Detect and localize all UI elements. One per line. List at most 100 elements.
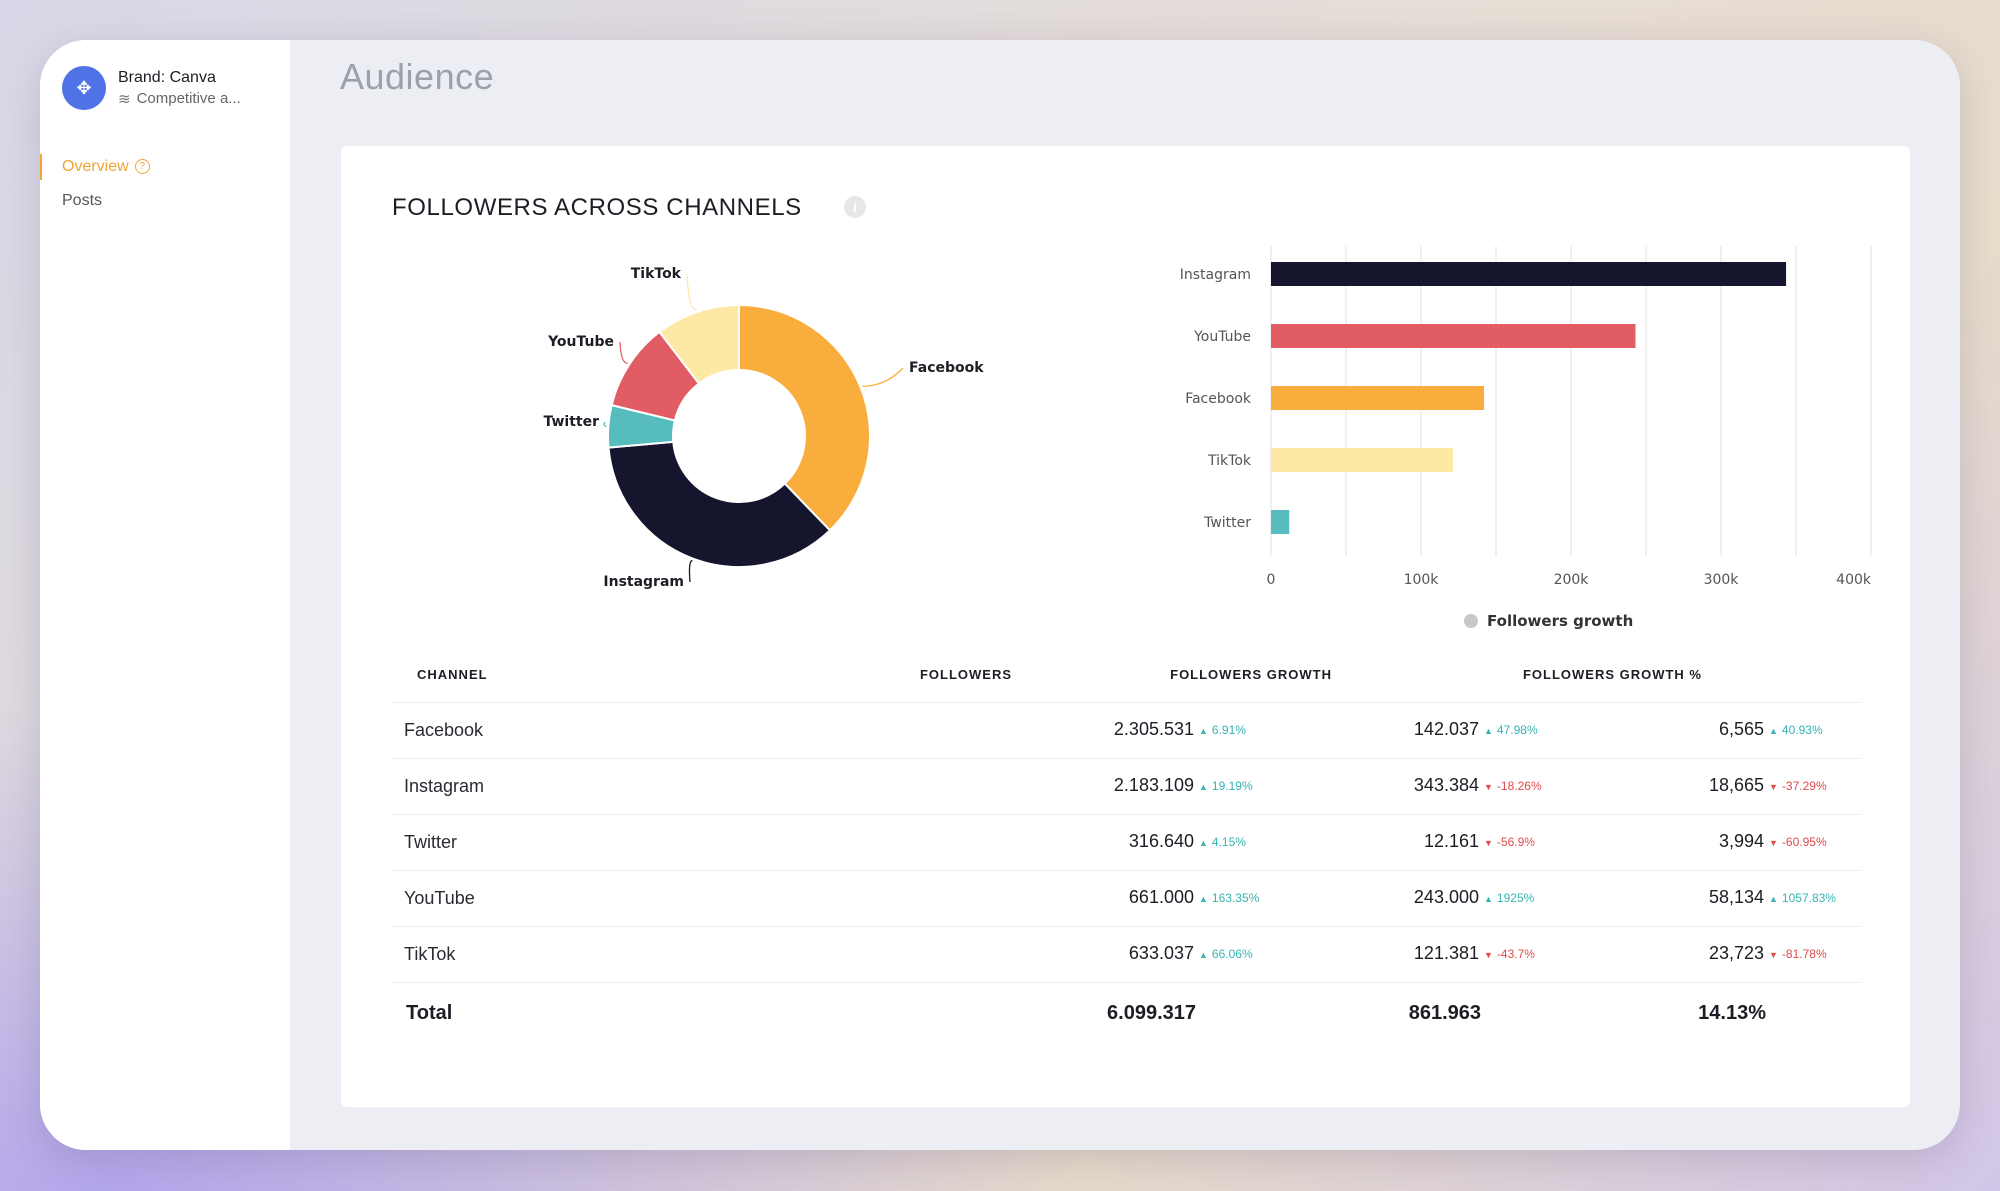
bar-twitter[interactable] bbox=[1271, 510, 1290, 534]
growth-pct-value: 23,723 bbox=[1708, 943, 1764, 963]
growth-pct-delta: ▼ -37.29% bbox=[1769, 779, 1827, 793]
bar-label-youtube: YouTube bbox=[1193, 329, 1251, 345]
x-tick-label: 300k bbox=[1704, 572, 1740, 588]
donut-leader-line bbox=[603, 421, 607, 427]
growth-value: 142.037 bbox=[1413, 719, 1479, 739]
table-header: CHANNEL FOLLOWERS FOLLOWERS GROWTH FOLLO… bbox=[392, 646, 1862, 703]
donut-slice-facebook[interactable] bbox=[738, 303, 871, 532]
total-growth: 861.963 bbox=[1408, 1001, 1481, 1024]
delta-text: 4.15% bbox=[1211, 835, 1246, 849]
followers-value: 2.305.531 bbox=[1113, 719, 1194, 739]
delta-text: 19.19% bbox=[1211, 779, 1253, 793]
growth-pct-delta: ▼ -60.95% bbox=[1769, 835, 1827, 849]
sidebar-item-label: Overview bbox=[62, 158, 129, 175]
header-followers-growth-pct: FOLLOWERS GROWTH % bbox=[1522, 666, 1702, 682]
delta-text: 163.35% bbox=[1211, 891, 1260, 905]
bar-youtube[interactable] bbox=[1271, 324, 1636, 348]
growth-delta: ▼ -56.9% bbox=[1484, 835, 1535, 849]
donut-leader-line bbox=[619, 341, 628, 364]
arrow-down-icon: ▼ bbox=[1484, 838, 1493, 848]
bar-label-instagram: Instagram bbox=[1180, 267, 1251, 283]
total-followers: 6.099.317 bbox=[1107, 1001, 1196, 1024]
bar-instagram[interactable] bbox=[1271, 262, 1787, 286]
table-row: Facebook 2.305.531 ▲ 6.91% 142.037 ▲ 47.98% 6,5… bbox=[392, 703, 1862, 759]
channel-name: Facebook bbox=[404, 720, 484, 740]
table-total-row: Total 6.099.317 861.963 14.13% bbox=[392, 983, 1862, 1043]
delta-text: 40.93% bbox=[1781, 723, 1823, 737]
growth-pct-value: 58,134 bbox=[1708, 887, 1764, 907]
arrow-down-icon: ▼ bbox=[1769, 838, 1778, 848]
growth-delta: ▲ 1925% bbox=[1484, 891, 1534, 905]
growth-value: 243.000 bbox=[1413, 887, 1479, 907]
brand-subtitle: ≋ Competitive a... bbox=[118, 90, 241, 108]
delta-text: -81.78% bbox=[1781, 947, 1827, 961]
layers-icon: ≋ bbox=[118, 90, 131, 108]
donut-slice-tiktok[interactable] bbox=[658, 303, 740, 385]
bar-label-twitter: Twitter bbox=[1203, 515, 1251, 531]
bar-tiktok[interactable] bbox=[1271, 448, 1454, 472]
delta-text: 47.98% bbox=[1496, 723, 1538, 737]
arrow-down-icon: ▼ bbox=[1769, 782, 1778, 792]
brand-subtitle-text: Competitive a... bbox=[136, 90, 241, 107]
followers-card: FOLLOWERS ACROSS CHANNELS i Facebook Inst… bbox=[341, 146, 1910, 1107]
channels-table: CHANNEL FOLLOWERS FOLLOWERS GROWTH FOLLO… bbox=[392, 646, 1862, 1043]
arrow-up-icon: ▲ bbox=[1199, 838, 1208, 848]
header-channel: CHANNEL bbox=[417, 666, 488, 682]
table-body: Facebook 2.305.531 ▲ 6.91% 142.037 ▲ 47.98% 6,5… bbox=[392, 703, 1862, 983]
arrow-up-icon: ▲ bbox=[1199, 894, 1208, 904]
donut-hole bbox=[674, 371, 804, 501]
legend-marker bbox=[1464, 614, 1478, 628]
donut-leader-line bbox=[862, 367, 904, 387]
delta-text: 1057.83% bbox=[1781, 891, 1836, 905]
brand-name: Brand: Canva bbox=[118, 68, 216, 86]
sidebar-item-posts[interactable]: Posts bbox=[62, 192, 102, 210]
growth-delta: ▼ -43.7% bbox=[1484, 947, 1535, 961]
brand-switcher[interactable]: ✥ Brand: Canva ≋ Competitive a... bbox=[62, 66, 241, 110]
growth-pct-value: 6,565 bbox=[1718, 719, 1764, 739]
bar-facebook[interactable] bbox=[1271, 386, 1485, 410]
growth-pct-delta: ▲ 40.93% bbox=[1769, 723, 1823, 737]
followers-value: 316.640 bbox=[1128, 831, 1194, 851]
arrow-up-icon: ▲ bbox=[1199, 726, 1208, 736]
x-tick-label: 400k bbox=[1836, 572, 1872, 588]
growth-pct-value: 3,994 bbox=[1718, 831, 1764, 851]
sidebar-item-overview[interactable]: Overview? bbox=[40, 154, 150, 180]
info-icon[interactable]: i bbox=[844, 196, 866, 218]
help-icon[interactable]: ? bbox=[134, 159, 150, 175]
growth-pct-delta: ▼ -81.78% bbox=[1769, 947, 1827, 961]
donut-leader-line bbox=[686, 273, 697, 311]
header-followers: FOLLOWERS bbox=[919, 666, 1012, 682]
arrow-up-icon: ▲ bbox=[1769, 894, 1778, 904]
delta-text: 66.06% bbox=[1211, 947, 1253, 961]
bar-label-facebook: Facebook bbox=[1185, 391, 1252, 407]
channel-name: Twitter bbox=[404, 832, 458, 852]
sidebar: ✥ Brand: Canva ≋ Competitive a... Overvi… bbox=[40, 40, 290, 1150]
donut-label-tiktok: TikTok bbox=[631, 266, 682, 282]
arrow-down-icon: ▼ bbox=[1484, 950, 1493, 960]
x-tick-label: 0 bbox=[1267, 572, 1276, 588]
arrow-up-icon: ▲ bbox=[1769, 726, 1778, 736]
sidebar-item-label: Posts bbox=[62, 192, 103, 209]
delta-text: -56.9% bbox=[1496, 835, 1535, 849]
card-title: FOLLOWERS ACROSS CHANNELS bbox=[392, 194, 802, 221]
arrow-up-icon: ▲ bbox=[1484, 894, 1493, 904]
bar-label-tiktok: TikTok bbox=[1207, 453, 1252, 469]
arrow-down-icon: ▼ bbox=[1484, 782, 1493, 792]
channel-name: YouTube bbox=[404, 888, 475, 908]
delta-text: 1925% bbox=[1496, 891, 1535, 905]
donut-leader-line bbox=[688, 559, 693, 583]
donut-label-instagram: Instagram bbox=[603, 574, 684, 590]
channel-name: TikTok bbox=[404, 944, 456, 964]
donut-label-twitter: Twitter bbox=[543, 414, 599, 430]
donut-label-facebook: Facebook bbox=[909, 360, 984, 376]
growth-value: 343.384 bbox=[1413, 775, 1479, 795]
growth-delta: ▲ 47.98% bbox=[1484, 723, 1538, 737]
followers-delta: ▲ 19.19% bbox=[1199, 779, 1253, 793]
donut-label-youtube: YouTube bbox=[547, 334, 614, 350]
followers-delta: ▲ 6.91% bbox=[1199, 723, 1246, 737]
arrow-up-icon: ▲ bbox=[1199, 950, 1208, 960]
donut-slice-instagram[interactable] bbox=[607, 440, 832, 568]
table-row: Twitter 316.640 ▲ 4.15% 12.161 ▼ -56.9% 3,994 ▼ -… bbox=[392, 815, 1862, 871]
brand-logo-icon: ✥ bbox=[62, 66, 106, 110]
legend-label[interactable]: Followers growth bbox=[1487, 612, 1633, 630]
